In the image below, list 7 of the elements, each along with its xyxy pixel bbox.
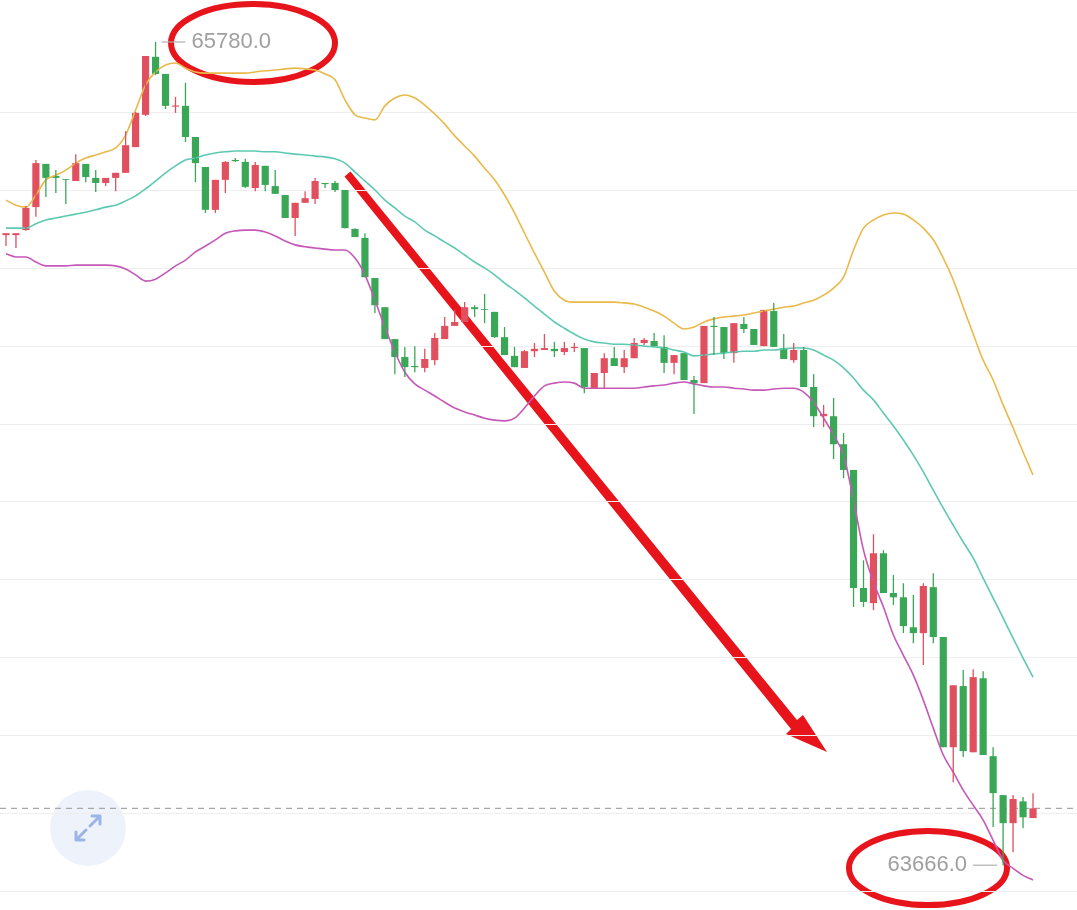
candlestick [760, 309, 768, 347]
candlestick [700, 325, 708, 384]
candlestick [481, 293, 489, 324]
candlestick [341, 189, 349, 229]
annotation: 63666.0 [887, 851, 968, 877]
annotation: 65780.0 [191, 28, 272, 54]
candlestick [62, 178, 70, 205]
